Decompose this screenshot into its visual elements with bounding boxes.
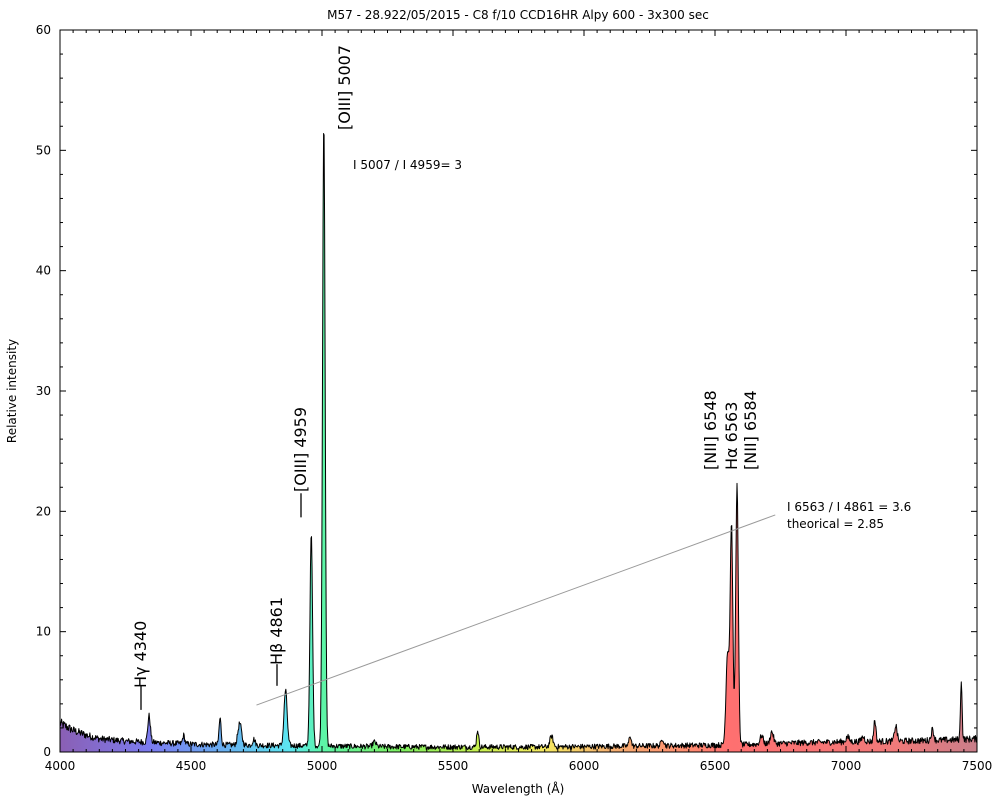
x-tick-label: 5500: [438, 759, 469, 773]
emission-line-labels: Hγ 4340 Hβ 4861 [OIII] 4959 [OIII] 5007 [NII…: [131, 45, 760, 710]
x-tick-label: 6000: [569, 759, 600, 773]
y-tick-label: 10: [36, 625, 51, 639]
theoretical-ratio-annotation: theorical = 2.85: [787, 517, 884, 531]
label-nii-6584: [NII] 6584: [741, 390, 760, 470]
y-tick-label: 30: [36, 384, 51, 398]
x-tick-label: 7500: [962, 759, 993, 773]
ratio-oiii-annotation: I 5007 / I 4959= 3: [353, 158, 462, 172]
label-h-alpha: Hα 6563: [722, 402, 741, 470]
y-tick-label: 0: [43, 745, 51, 759]
x-tick-label: 5000: [307, 759, 338, 773]
spectrum-line: [59, 133, 978, 751]
y-axis-label: Relative intensity: [5, 339, 19, 443]
y-axis-ticks: 0 10 20 30 40 50 60: [36, 23, 977, 759]
spectrum-fill: [60, 133, 977, 752]
label-oiii-5007: [OIII] 5007: [335, 45, 354, 130]
label-nii-6548: [NII] 6548: [701, 390, 720, 470]
continuum-line: [256, 514, 776, 706]
plot-frame: [59, 29, 978, 753]
continuum-reference-line: [256, 514, 776, 706]
y-tick-label: 40: [36, 264, 51, 278]
x-tick-label: 4000: [45, 759, 76, 773]
spectrum-area: [60, 133, 977, 752]
chart-title: M57 - 28.922/05/2015 - C8 f/10 CCD16HR A…: [327, 8, 709, 22]
y-tick-label: 60: [36, 23, 51, 37]
ratio-balmer-annotation: I 6563 / I 4861 = 3.6: [787, 500, 911, 514]
x-tick-label: 4500: [176, 759, 207, 773]
x-tick-label: 7000: [831, 759, 862, 773]
y-tick-label: 50: [36, 143, 51, 157]
label-h-gamma: Hγ 4340: [131, 621, 150, 688]
x-axis-label: Wavelength (Å): [472, 781, 565, 796]
label-h-beta: Hβ 4861: [267, 597, 286, 665]
x-axis-ticks: 4000 4500 5000 5500 6000 6500 7000 7500: [45, 30, 993, 773]
label-oiii-4959: [OIII] 4959: [291, 407, 310, 492]
spectrum-trace: [59, 133, 978, 751]
y-tick-label: 20: [36, 504, 51, 518]
x-tick-label: 6500: [700, 759, 731, 773]
